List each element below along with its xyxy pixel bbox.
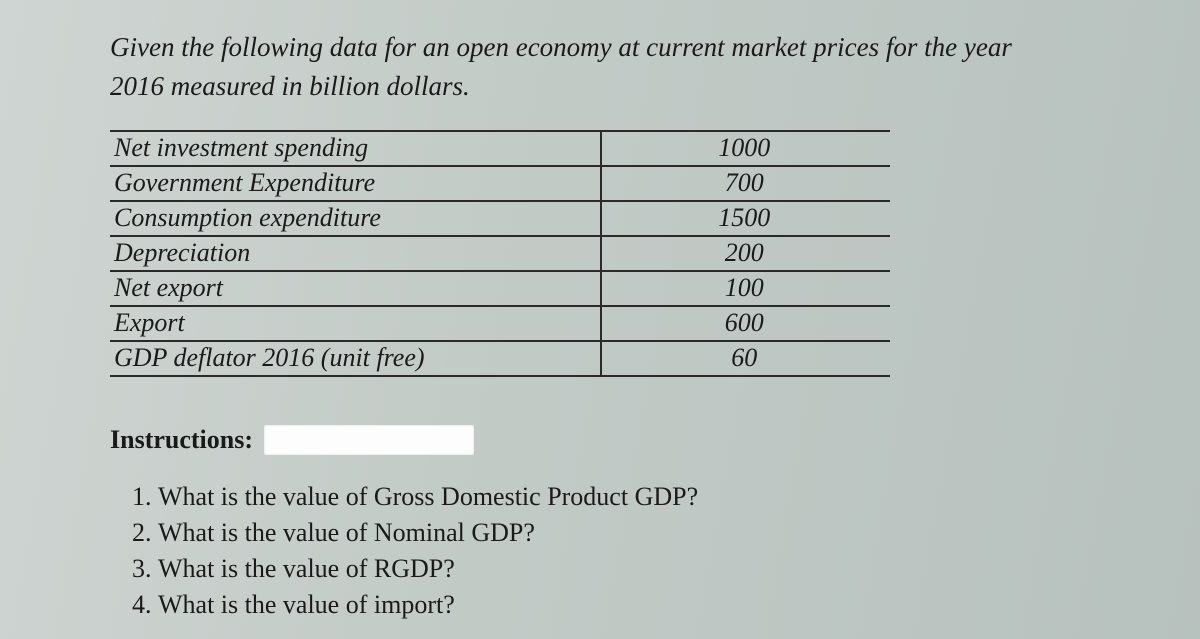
row-label: Government Expenditure bbox=[110, 166, 601, 201]
row-label: Net investment spending bbox=[110, 131, 601, 166]
data-table: Net investment spending 1000 Government … bbox=[110, 130, 890, 377]
list-item: What is the value of import? bbox=[158, 587, 1110, 623]
row-value: 700 bbox=[601, 166, 890, 201]
table-row: Net investment spending 1000 bbox=[110, 131, 890, 166]
row-value: 600 bbox=[601, 306, 890, 341]
intro-line-1: Given the following data for an open eco… bbox=[110, 32, 1012, 62]
row-value: 100 bbox=[601, 271, 890, 306]
table-row: Depreciation 200 bbox=[110, 236, 890, 271]
intro-text: Given the following data for an open eco… bbox=[110, 28, 1110, 106]
worksheet-page: Given the following data for an open eco… bbox=[0, 0, 1200, 639]
row-label: Net export bbox=[110, 271, 601, 306]
list-item: What is the value of Gross Domestic Prod… bbox=[158, 479, 1110, 515]
row-label: Depreciation bbox=[110, 236, 601, 271]
table-row: GDP deflator 2016 (unit free) 60 bbox=[110, 341, 890, 376]
row-label: GDP deflator 2016 (unit free) bbox=[110, 341, 601, 376]
table-row: Export 600 bbox=[110, 306, 890, 341]
table-row: Net export 100 bbox=[110, 271, 890, 306]
row-value: 1000 bbox=[601, 131, 890, 166]
row-label: Export bbox=[110, 306, 601, 341]
row-value: 1500 bbox=[601, 201, 890, 236]
row-label: Consumption expenditure bbox=[110, 201, 601, 236]
table-row: Government Expenditure 700 bbox=[110, 166, 890, 201]
row-value: 200 bbox=[601, 236, 890, 271]
instructions-section: Instructions: What is the value of Gross… bbox=[110, 425, 1110, 623]
question-list: What is the value of Gross Domestic Prod… bbox=[128, 479, 1110, 623]
list-item: What is the value of RGDP? bbox=[158, 551, 1110, 587]
instructions-heading: Instructions: bbox=[110, 425, 1110, 457]
redaction-box bbox=[264, 425, 474, 455]
intro-line-2: 2016 measured in billion dollars. bbox=[110, 71, 470, 101]
instructions-label: Instructions: bbox=[110, 425, 253, 454]
table-row: Consumption expenditure 1500 bbox=[110, 201, 890, 236]
list-item: What is the value of Nominal GDP? bbox=[158, 515, 1110, 551]
row-value: 60 bbox=[601, 341, 890, 376]
